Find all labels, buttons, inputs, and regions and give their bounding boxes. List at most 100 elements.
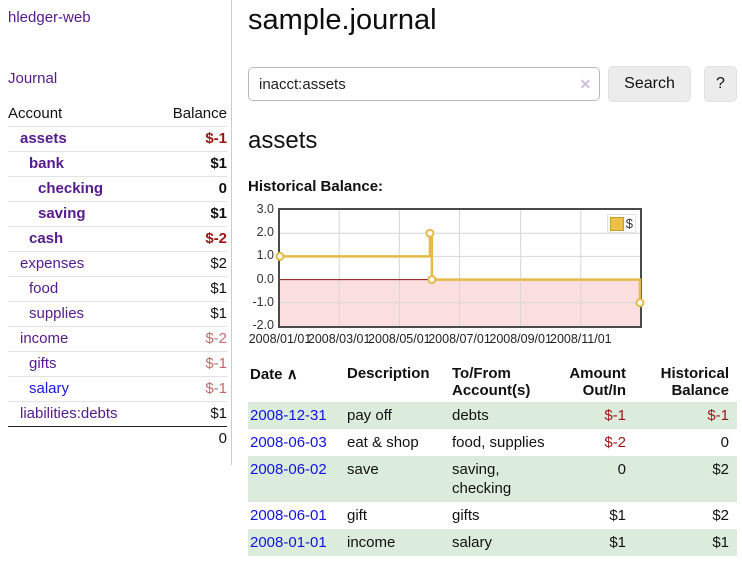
account-row: supplies $1 bbox=[8, 301, 227, 327]
account-link[interactable]: income bbox=[20, 330, 69, 347]
account-balance: $-1 bbox=[154, 351, 227, 377]
account-link[interactable]: saving bbox=[38, 205, 86, 222]
chart-plot-area: $ bbox=[275, 208, 645, 328]
account-row: gifts $-1 bbox=[8, 351, 227, 377]
account-balance: $-1 bbox=[154, 126, 227, 152]
register-date-link[interactable]: 2008-12-31 bbox=[250, 407, 327, 424]
sort-ascending-icon: ∧ bbox=[286, 366, 298, 383]
y-axis-label: 1.0 bbox=[256, 248, 274, 263]
accounts-total-balance: 0 bbox=[154, 426, 227, 451]
account-link[interactable]: salary bbox=[29, 380, 70, 397]
register-date-link[interactable]: 2008-01-01 bbox=[250, 534, 327, 551]
legend-label: $ bbox=[625, 216, 633, 231]
register-description: save bbox=[347, 461, 379, 478]
sidebar-item-journal[interactable]: Journal bbox=[8, 70, 58, 87]
register-balance: 0 bbox=[720, 434, 729, 451]
register-balance: $-1 bbox=[707, 407, 729, 424]
y-axis-label: -1.0 bbox=[252, 294, 274, 309]
register-description: eat & shop bbox=[347, 434, 419, 451]
register-date-link[interactable]: 2008-06-02 bbox=[250, 461, 327, 478]
register-accounts: food, supplies bbox=[452, 434, 545, 451]
register-balance: $2 bbox=[712, 507, 729, 524]
register-date-link[interactable]: 2008-06-03 bbox=[250, 434, 327, 451]
register-amount: 0 bbox=[617, 461, 626, 478]
search-box: ✕ bbox=[248, 67, 601, 101]
accounts-table: Account Balance assets $-1 bank $1 checking 0… bbox=[8, 102, 227, 451]
help-button[interactable]: ? bbox=[703, 66, 737, 102]
account-balance: $2 bbox=[154, 251, 227, 277]
register-description: income bbox=[347, 534, 396, 551]
register-header-amount: Amount Out/In bbox=[569, 365, 626, 399]
account-row: food $1 bbox=[8, 276, 227, 302]
register-row: 2008-12-31 pay off debts $-1 $-1 bbox=[248, 402, 737, 429]
register-header-balance: Historical Balance bbox=[660, 365, 729, 399]
accounts-header-balance: Balance bbox=[172, 105, 227, 122]
search-input[interactable] bbox=[248, 67, 601, 101]
register-accounts: debts bbox=[452, 407, 489, 424]
account-link[interactable]: food bbox=[29, 280, 59, 297]
account-row: assets $-1 bbox=[8, 126, 227, 152]
account-row: bank $1 bbox=[8, 151, 227, 177]
clear-search-icon[interactable]: ✕ bbox=[579, 76, 592, 92]
register-description: gift bbox=[347, 507, 368, 524]
account-link[interactable]: gifts bbox=[29, 355, 57, 372]
x-axis-label: 2008/05/01 bbox=[368, 332, 431, 346]
y-axis-label: 3.0 bbox=[256, 202, 274, 216]
register-header-date[interactable]: Date ∧ bbox=[250, 366, 298, 383]
spacer bbox=[8, 426, 155, 451]
accounts-header-account: Account bbox=[8, 105, 63, 122]
account-link[interactable]: checking bbox=[38, 180, 104, 197]
account-balance: $-2 bbox=[154, 326, 227, 352]
register-accounts: gifts bbox=[452, 507, 480, 524]
main-content: sample.journal ✕ Search ? assets Histori… bbox=[248, 0, 737, 556]
x-axis-label: 2008/11/01 bbox=[549, 332, 612, 346]
register-date-link[interactable]: 2008-06-01 bbox=[250, 507, 327, 524]
register-row: 2008-06-01 gift gifts $1 $2 bbox=[248, 502, 737, 529]
balance-chart: $ 3.0 2.0 1.0 0.0 -1.0 -2.0 2008/01/01 2008/03/… bbox=[248, 201, 737, 346]
account-heading: assets bbox=[248, 127, 318, 154]
register-balance: $2 bbox=[712, 461, 729, 478]
account-balance: $1 bbox=[154, 151, 227, 177]
register-amount: $-2 bbox=[604, 434, 626, 451]
account-balance: $-1 bbox=[154, 376, 227, 402]
register-balance: $1 bbox=[712, 534, 729, 551]
register-amount: $1 bbox=[609, 507, 626, 524]
sidebar: hledger-web Journal Account Balance asse… bbox=[0, 0, 232, 465]
account-balance: 0 bbox=[154, 176, 227, 202]
account-link[interactable]: assets bbox=[20, 130, 67, 147]
search-form: ✕ Search ? bbox=[248, 66, 737, 102]
account-balance: $1 bbox=[154, 276, 227, 302]
register-row: 2008-01-01 income salary $1 $1 bbox=[248, 529, 737, 556]
y-axis-label: 0.0 bbox=[256, 271, 274, 286]
account-row: cash $-2 bbox=[8, 226, 227, 252]
register-table: Date ∧ Description To/From Account(s) Am… bbox=[248, 362, 737, 556]
account-link[interactable]: supplies bbox=[29, 305, 85, 322]
account-link[interactable]: bank bbox=[29, 155, 65, 172]
chart-title: Historical Balance: bbox=[248, 178, 384, 195]
accounts-rows: assets $-1 bank $1 checking 0 saving $1 cash $-2 e… bbox=[8, 126, 227, 427]
account-row: income $-2 bbox=[8, 326, 227, 352]
register-amount: $1 bbox=[609, 534, 626, 551]
register-row: 2008-06-02 save saving, checking 0 $2 bbox=[248, 456, 737, 502]
app-title-link[interactable]: hledger-web bbox=[8, 9, 91, 26]
account-link[interactable]: cash bbox=[29, 230, 64, 247]
account-row: salary $-1 bbox=[8, 376, 227, 402]
account-row: liabilities:debts $1 bbox=[8, 401, 227, 427]
accounts-total-row: 0 bbox=[8, 426, 227, 451]
chart-legend: $ bbox=[606, 214, 636, 233]
account-row: checking 0 bbox=[8, 176, 227, 202]
x-axis-label: 2008/09/01 bbox=[489, 332, 552, 346]
account-link[interactable]: expenses bbox=[20, 255, 85, 272]
x-axis-label: 2008/07/01 bbox=[428, 332, 491, 346]
register-rows: 2008-12-31 pay off debts $-1 $-1 2008-06-03 ea… bbox=[248, 402, 737, 556]
register-header-accounts: To/From Account(s) bbox=[452, 365, 531, 399]
register-amount: $-1 bbox=[604, 407, 626, 424]
register-row: 2008-06-03 eat & shop food, supplies $-2 0 bbox=[248, 429, 737, 456]
y-axis-label: 2.0 bbox=[256, 225, 274, 240]
account-balance: $1 bbox=[154, 201, 227, 227]
page-title: sample.journal bbox=[248, 4, 437, 36]
x-axis-label: 2008/01/01 bbox=[248, 332, 312, 346]
account-link[interactable]: liabilities:debts bbox=[20, 405, 118, 422]
search-button[interactable]: Search bbox=[608, 66, 691, 102]
register-description: pay off bbox=[347, 407, 392, 424]
